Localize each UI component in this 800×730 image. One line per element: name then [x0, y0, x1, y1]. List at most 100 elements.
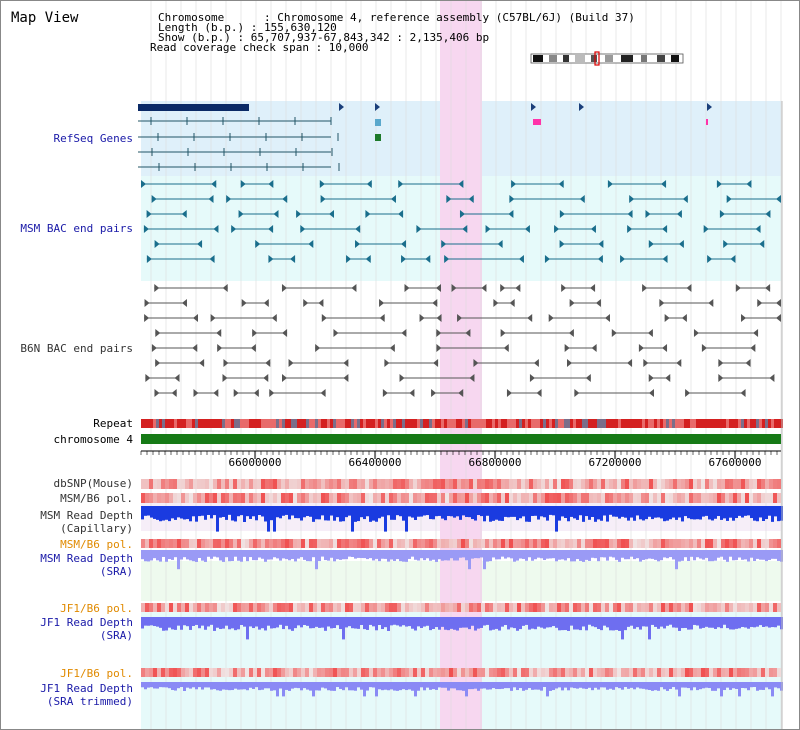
- msm-bac-pair-end: [197, 240, 203, 248]
- jf1-pol-cell: [321, 603, 325, 612]
- jf1-depth-trim-bar: [189, 682, 192, 689]
- msm-depth-sra-bar: [510, 550, 513, 559]
- jf1-depth-sra-bar: [273, 617, 276, 629]
- msm-bac-pair-end: [238, 210, 244, 218]
- msm-bac-pair-end: [231, 225, 237, 233]
- msm-depth-sra-bar: [414, 550, 417, 560]
- repeat-segment: [645, 419, 648, 428]
- msm-pol-cell: [769, 493, 773, 503]
- jf1-depth-sra-bar: [402, 617, 405, 626]
- repeat-segment: [234, 419, 237, 428]
- msm-depth-sra-bar: [606, 550, 609, 561]
- b6n-bac-pair-end: [318, 299, 324, 307]
- msm-pol-sra-cell: [377, 539, 381, 548]
- dbsnp-cell: [477, 479, 481, 489]
- msm-depth-cap-bar: [168, 506, 171, 522]
- jf1-depth-trim-bar: [252, 682, 255, 689]
- msm-pol-cell: [657, 493, 661, 503]
- jf1-depth-trim-bar: [240, 682, 243, 690]
- jf1-pol-cell: [721, 603, 725, 612]
- repeat-segment: [153, 419, 156, 428]
- msm-depth-sra-bar: [303, 550, 306, 560]
- dbsnp-cell: [169, 479, 173, 489]
- repeat-segment: [708, 419, 711, 428]
- jf1-depth-trim-bar: [636, 682, 639, 688]
- repeat-segment: [444, 419, 447, 428]
- repeat-segment: [264, 419, 267, 428]
- msm-depth-cap-bar: [570, 506, 573, 517]
- jf1-pol-cell: [189, 603, 193, 612]
- msm-bac-pair-end: [662, 255, 668, 263]
- msm-depth-sra-bar: [741, 550, 744, 560]
- length-info: Length (b.p.) : 155,630,120: [158, 21, 337, 34]
- repeat-segment: [252, 419, 255, 428]
- msm-pol-cell: [645, 493, 649, 503]
- b6n-bac-pair-end: [233, 389, 239, 397]
- jf1-pol-trim-cell: [553, 668, 557, 677]
- refseq-genes-label[interactable]: RefSeq Genes: [53, 132, 133, 145]
- axis-tick-label: 66800000: [469, 456, 522, 469]
- msm-depth-sra-bar: [774, 550, 777, 559]
- msm-depth-cap-bar: [474, 506, 477, 521]
- jf1-pol-trim-cell: [225, 668, 229, 677]
- msm-pol-cell: [305, 493, 309, 503]
- jf1-pol-cell: [725, 603, 729, 612]
- msm-bac-pair-end: [209, 255, 215, 263]
- jf1-depth-trim-bar: [675, 682, 678, 690]
- jf1-pol-cell: [481, 603, 485, 612]
- jf1-depth-trim-bar: [501, 682, 504, 689]
- msm-pol-cell: [469, 493, 473, 503]
- repeat-segment: [522, 419, 525, 428]
- jf1-pol-trim-cell: [357, 668, 361, 677]
- jf1-depth-trim-bar: [447, 682, 450, 691]
- msm-bac-pair-end: [226, 195, 232, 203]
- jf1-depth-sra-bar: [357, 617, 360, 629]
- msm-depth-cap-bar: [318, 506, 321, 520]
- msm-depth-sra-bar: [249, 550, 252, 558]
- b6n-bac-label[interactable]: B6N BAC end pairs: [20, 342, 133, 355]
- msm-depth-cap-bar: [756, 506, 759, 522]
- jf1-pol-cell: [353, 603, 357, 612]
- jf1-depth-trim-bar: [381, 682, 384, 691]
- msm-depth-sra-bar: [714, 550, 717, 561]
- b6n-bac-pair-end: [404, 284, 410, 292]
- msm-bac-pair-end: [661, 180, 667, 188]
- msm-depth-cap-bar: [336, 506, 339, 518]
- repeat-segment: [213, 419, 216, 428]
- msm-bac-pair-end: [444, 255, 450, 263]
- msm-depth-cap-bar: [486, 506, 489, 516]
- dbsnp-cell: [145, 479, 149, 489]
- jf1-depth-sra-bar: [555, 617, 558, 628]
- repeat-segment: [495, 419, 498, 428]
- jf1-depth-sra-bar: [348, 617, 351, 627]
- axis-tick-label: 67200000: [589, 456, 642, 469]
- msm-pol-cell: [573, 493, 577, 503]
- jf1-pol-trim-cell: [221, 668, 225, 677]
- msm-depth-cap-bar: [627, 506, 630, 521]
- msm-pol-sra-cell: [641, 539, 645, 548]
- b6n-bac-pair-end: [384, 359, 390, 367]
- jf1-depth-sra-bar: [156, 617, 159, 627]
- msm-depth-sra-bar: [366, 550, 369, 560]
- msm-depth-sra-bar: [315, 550, 318, 570]
- msm-depth-cap-bar: [378, 506, 381, 519]
- dbsnp-cell: [525, 479, 529, 489]
- dbsnp-cell: [285, 479, 289, 489]
- dbsnp-cell: [505, 479, 509, 489]
- msm-depth-cap-bar: [705, 506, 708, 516]
- msm-bac-pair-end: [707, 255, 713, 263]
- msm-b6-pol-label: MSM/B6 pol.: [60, 492, 133, 505]
- b6n-bac-pair-end: [548, 314, 554, 322]
- msm-depth-cap-bar: [615, 506, 618, 517]
- msm-depth-sra-bar: [327, 550, 330, 561]
- jf1-depth-sra-bar: [162, 617, 165, 631]
- msm-depth-cap-bar: [732, 506, 735, 521]
- msm-depth-cap-bar: [576, 506, 579, 520]
- msm-bac-label[interactable]: MSM BAC end pairs: [20, 222, 133, 235]
- repeat-segment: [759, 419, 762, 428]
- jf1-depth-sra-bar: [570, 617, 573, 626]
- msm-pol-cell: [141, 493, 145, 503]
- repeat-segment: [687, 419, 690, 428]
- msm-depth-cap-bar: [483, 506, 486, 522]
